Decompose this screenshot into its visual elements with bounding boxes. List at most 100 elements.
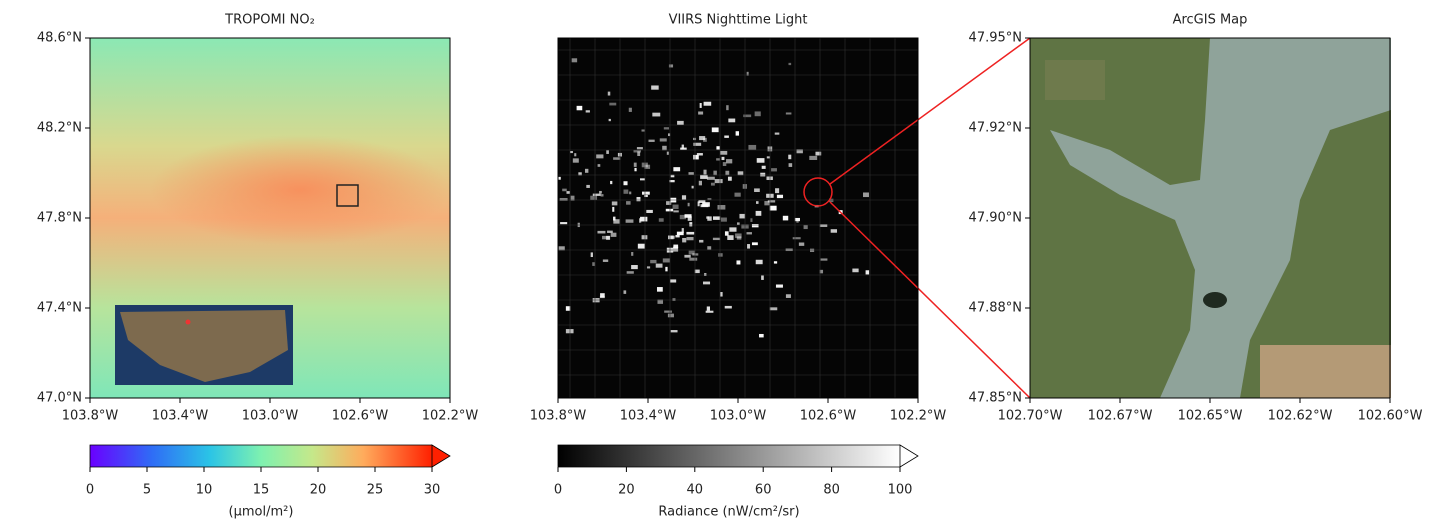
light-spot bbox=[686, 237, 694, 241]
light-spot bbox=[687, 202, 690, 207]
light-spot bbox=[702, 281, 711, 285]
field bbox=[1045, 60, 1105, 100]
light-spot bbox=[681, 144, 684, 149]
light-spot bbox=[532, 244, 538, 248]
y-tick-label: 47.4°N bbox=[37, 301, 82, 316]
colorbar-label: (μmol/m²) bbox=[229, 505, 294, 520]
light-spot bbox=[602, 235, 610, 240]
light-spot bbox=[602, 259, 609, 262]
y-tick-label: 47.8°N bbox=[37, 211, 82, 226]
light-spot bbox=[570, 151, 573, 154]
light-spot bbox=[676, 231, 684, 236]
light-spot bbox=[681, 195, 687, 200]
light-spot bbox=[667, 313, 674, 318]
light-spot bbox=[655, 263, 663, 268]
colorbar-tick-label: 0 bbox=[86, 483, 94, 498]
light-spot bbox=[775, 284, 783, 288]
light-spot bbox=[776, 194, 784, 199]
light-spot bbox=[565, 306, 571, 311]
light-spot bbox=[706, 306, 710, 311]
colorbar-extend bbox=[899, 444, 919, 468]
light-spot bbox=[788, 62, 792, 66]
light-spot bbox=[773, 261, 778, 264]
light-spot bbox=[725, 170, 730, 176]
colorbar-tick-label: 100 bbox=[888, 483, 913, 498]
light-spot bbox=[707, 216, 712, 221]
light-spot bbox=[640, 216, 648, 222]
light-spot bbox=[673, 244, 679, 249]
light-spot bbox=[637, 243, 645, 249]
light-spot bbox=[728, 118, 736, 123]
light-spot bbox=[852, 268, 859, 273]
light-spot bbox=[716, 146, 720, 150]
light-spot bbox=[504, 265, 508, 269]
x-tick-label: 102.62°W bbox=[1268, 409, 1333, 424]
light-spot bbox=[724, 305, 732, 309]
light-spot bbox=[755, 259, 763, 265]
light-spot bbox=[688, 250, 695, 255]
y-tick-label: 47.95°N bbox=[969, 31, 1022, 46]
light-spot bbox=[670, 330, 678, 333]
light-spot bbox=[592, 193, 601, 196]
light-spot bbox=[680, 147, 687, 150]
light-spot bbox=[607, 91, 611, 96]
light-spot bbox=[673, 246, 679, 252]
light-spot bbox=[771, 168, 777, 172]
light-spot bbox=[724, 231, 729, 236]
light-spot bbox=[670, 279, 677, 283]
field bbox=[1260, 345, 1391, 398]
colorbar-tick-label: 40 bbox=[687, 483, 704, 498]
light-spot bbox=[796, 219, 799, 223]
light-spot bbox=[682, 237, 687, 243]
light-spot bbox=[739, 213, 746, 219]
light-spot bbox=[677, 120, 684, 125]
light-spot bbox=[707, 246, 712, 250]
x-tick-label: 102.6°W bbox=[332, 409, 389, 424]
light-spot bbox=[666, 201, 672, 205]
x-tick-label: 103.0°W bbox=[710, 409, 767, 424]
light-spot bbox=[679, 214, 687, 220]
light-spot bbox=[586, 184, 590, 188]
light-spot bbox=[756, 201, 759, 204]
light-spot bbox=[747, 244, 751, 249]
light-spot bbox=[785, 112, 792, 115]
light-spot bbox=[609, 102, 617, 106]
zoom-line bbox=[829, 37, 1031, 185]
light-spot bbox=[663, 127, 669, 130]
light-spot bbox=[698, 111, 704, 115]
light-spot bbox=[636, 147, 643, 150]
light-spot bbox=[631, 252, 634, 256]
light-spot bbox=[533, 232, 541, 238]
light-spot bbox=[693, 137, 697, 141]
light-spot bbox=[792, 237, 801, 240]
light-spot bbox=[646, 209, 653, 213]
light-spot bbox=[716, 158, 720, 161]
y-tick-label: 48.2°N bbox=[37, 121, 82, 136]
light-spot bbox=[820, 258, 828, 261]
colorbar-tick-label: 80 bbox=[823, 483, 840, 498]
light-spot bbox=[703, 137, 707, 142]
light-spot bbox=[746, 232, 752, 235]
lights bbox=[500, 38, 918, 398]
light-spot bbox=[815, 151, 822, 156]
light-spot bbox=[606, 150, 609, 154]
colorbar-tick-label: 5 bbox=[143, 483, 151, 498]
light-spot bbox=[720, 292, 723, 297]
light-spot bbox=[698, 200, 706, 204]
light-spot bbox=[718, 253, 723, 257]
light-spot bbox=[766, 156, 770, 159]
panel-title: TROPOMI NO₂ bbox=[224, 13, 315, 28]
light-spot bbox=[713, 170, 717, 176]
light-spot bbox=[566, 191, 570, 194]
light-spot bbox=[669, 235, 675, 239]
light-spot bbox=[798, 242, 805, 246]
light-spot bbox=[707, 198, 712, 201]
light-spot bbox=[610, 232, 617, 237]
colorbar-extend bbox=[431, 444, 451, 468]
light-spot bbox=[721, 156, 725, 161]
light-spot bbox=[720, 150, 728, 155]
light-spot bbox=[767, 200, 776, 203]
light-spot bbox=[672, 204, 679, 209]
light-spot bbox=[726, 105, 729, 111]
colorbar-tick-label: 20 bbox=[618, 483, 635, 498]
